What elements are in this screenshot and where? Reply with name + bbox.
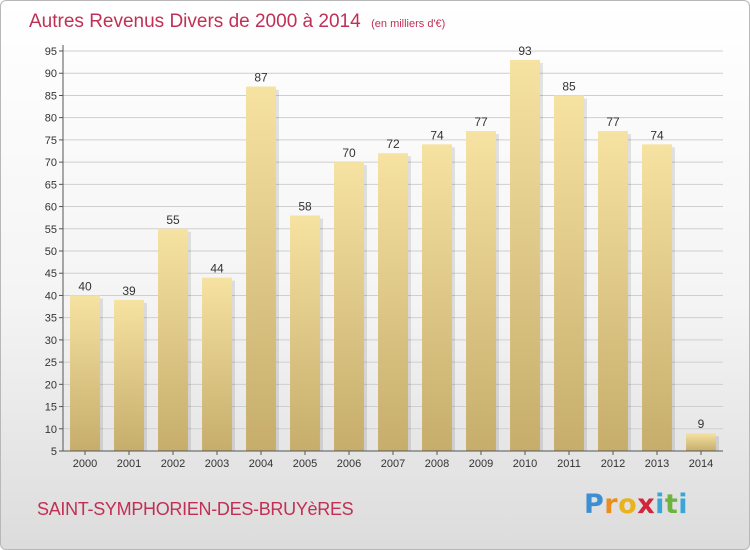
- y-tick-label: 80: [45, 113, 57, 125]
- bar: [422, 144, 452, 452]
- bar: [202, 277, 232, 451]
- bar-value-label: 9: [698, 417, 705, 431]
- x-tick-label: 2002: [161, 458, 185, 470]
- bar: [334, 162, 364, 451]
- x-tick-label: 2013: [645, 458, 669, 470]
- y-tick-label: 20: [45, 379, 57, 391]
- bar: [246, 86, 276, 452]
- bar-value-label: 87: [254, 71, 268, 85]
- x-tick-label: 2005: [293, 458, 317, 470]
- y-tick-label: 35: [45, 313, 57, 325]
- title-row: Autres Revenus Divers de 2000 à 2014 (en…: [29, 11, 445, 33]
- chart-subtitle: (en milliers d'€): [371, 18, 446, 30]
- logo-letter: r: [604, 489, 619, 520]
- x-tick-label: 2000: [73, 458, 97, 470]
- bars: 40 39 55 44 87 58 70 72 74 77 93 85 77 74 9: [70, 44, 719, 452]
- logo-letter: i: [655, 489, 665, 520]
- x-tick-label: 2007: [381, 458, 405, 470]
- logo-letter: t: [664, 489, 679, 520]
- bar: [378, 153, 408, 451]
- x-tick-label: 2008: [425, 458, 449, 470]
- y-tick-label: 55: [45, 224, 57, 236]
- bar: [554, 95, 584, 451]
- chart-title: Autres Revenus Divers de 2000 à 2014: [29, 11, 361, 32]
- axes: 5 10 15 20 25 30 35 40 45 50 55 60 65 70 75 80 85 90 95 200…: [45, 45, 723, 470]
- x-tick-label: 2010: [513, 458, 537, 470]
- bar-value-label: 74: [430, 128, 444, 142]
- x-tick-label: 2014: [689, 458, 713, 470]
- bar-value-label: 85: [562, 79, 576, 93]
- bar: [598, 131, 628, 451]
- y-tick-label: 50: [45, 246, 57, 258]
- y-tick-label: 45: [45, 268, 57, 280]
- y-tick-label: 15: [45, 402, 57, 414]
- bar-value-label: 55: [166, 213, 180, 227]
- y-tick-label: 40: [45, 290, 57, 302]
- proxiti-logo: Proxiti: [584, 489, 688, 520]
- x-tick-label: 2006: [337, 458, 361, 470]
- bar: [466, 131, 496, 451]
- bar-value-label: 58: [298, 199, 312, 213]
- x-tick-label: 2011: [557, 458, 581, 470]
- bar: [158, 228, 188, 451]
- x-tick-label: 2003: [205, 458, 229, 470]
- y-tick-label: 75: [45, 135, 57, 147]
- y-tick-label: 65: [45, 179, 57, 191]
- bar-value-label: 93: [518, 44, 532, 58]
- bar-value-label: 40: [78, 279, 92, 293]
- y-tick-label: 10: [45, 424, 57, 436]
- y-tick-label: 5: [51, 446, 57, 458]
- x-tick-label: 2004: [249, 458, 273, 470]
- logo-letter: x: [637, 489, 656, 520]
- y-tick-label: 60: [45, 202, 57, 214]
- y-tick-label: 95: [45, 46, 57, 58]
- bar-value-label: 72: [386, 137, 400, 151]
- bar: [642, 144, 672, 452]
- y-tick-label: 85: [45, 90, 57, 102]
- y-tick-label: 90: [45, 68, 57, 80]
- bar: [510, 59, 540, 452]
- bar: [290, 215, 320, 451]
- y-tick-label: 30: [45, 335, 57, 347]
- x-tick-label: 2009: [469, 458, 493, 470]
- bar-value-label: 74: [650, 128, 664, 142]
- town-name: SAINT-SYMPHORIEN-DES-BRUYèRES: [37, 499, 354, 519]
- bar: [686, 433, 716, 451]
- x-tick-label: 2001: [117, 458, 141, 470]
- bar: [114, 299, 144, 451]
- logo-letter: P: [584, 489, 605, 520]
- logo-letter: o: [618, 489, 638, 520]
- bar-value-label: 70: [342, 146, 356, 160]
- x-tick-label: 2012: [601, 458, 625, 470]
- bar-value-label: 77: [606, 115, 620, 129]
- bar-value-label: 39: [122, 284, 136, 298]
- y-tick-label: 25: [45, 357, 57, 369]
- bar-value-label: 77: [474, 115, 488, 129]
- bar: [70, 295, 100, 451]
- y-tick-label: 70: [45, 157, 57, 169]
- bar-value-label: 44: [210, 262, 224, 276]
- logo-letter: i: [678, 489, 689, 520]
